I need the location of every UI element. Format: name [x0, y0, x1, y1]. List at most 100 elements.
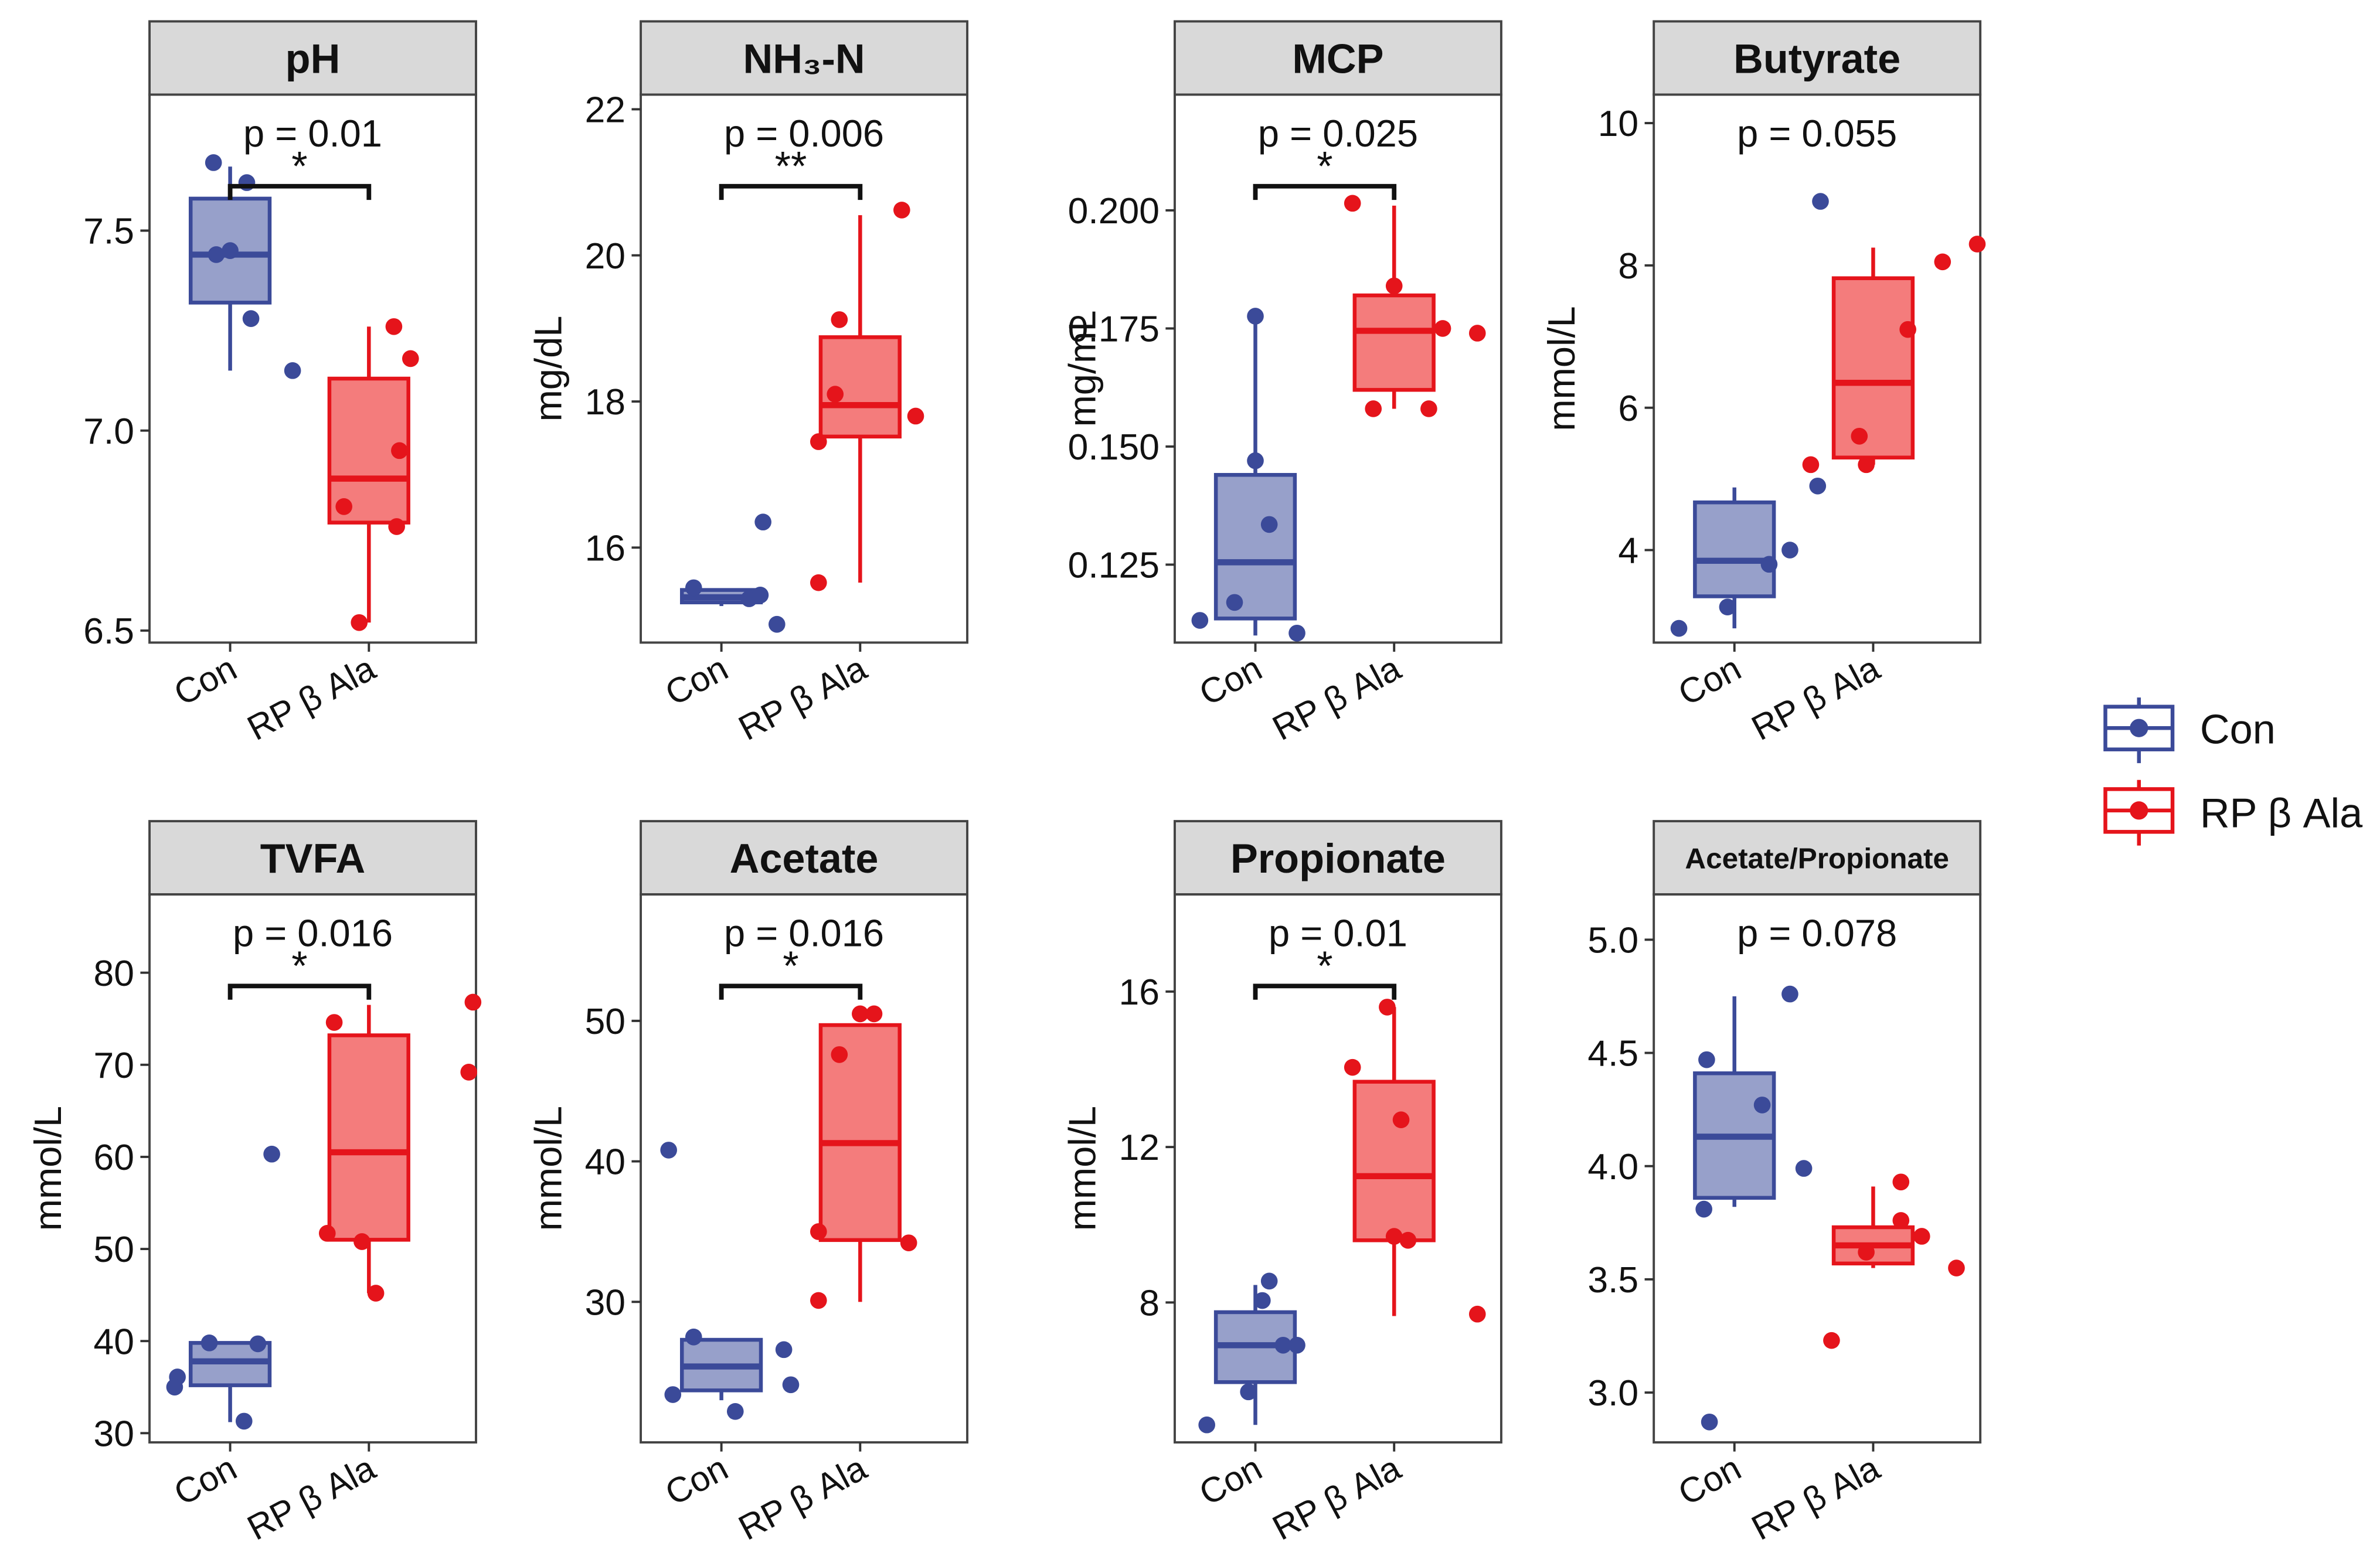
panel-strip: [148, 820, 477, 896]
y-tick-label: 40: [585, 1142, 625, 1183]
data-point: [1468, 1305, 1486, 1323]
box-body: [327, 1033, 410, 1242]
data-point: [660, 1142, 677, 1159]
data-point: [1288, 1336, 1305, 1354]
y-tick-label: 3.5: [1587, 1259, 1638, 1301]
data-point: [1260, 1272, 1278, 1290]
data-point: [685, 579, 702, 597]
data-point: [166, 1378, 183, 1396]
p-value-label: p = 0.01: [243, 112, 382, 155]
data-point: [1434, 320, 1451, 337]
significance-stars: *: [1317, 942, 1332, 989]
significance-stars: *: [291, 942, 307, 989]
data-point: [1260, 516, 1278, 533]
legend-key-con: [2103, 697, 2175, 764]
box-con: [1670, 193, 1829, 637]
data-point: [1781, 985, 1798, 1003]
y-tick-label: 0.175: [1068, 309, 1160, 350]
x-tick-label: RP β Ala: [1266, 1448, 1407, 1547]
panel-strip: [1653, 820, 1982, 896]
data-point: [1698, 1051, 1715, 1068]
data-point: [1934, 253, 1951, 271]
y-tick-label: 4.5: [1587, 1033, 1638, 1074]
panel-strip: [148, 20, 477, 96]
data-point: [1670, 619, 1688, 637]
y-tick-label: 3.0: [1587, 1373, 1638, 1414]
x-tick-label: Con: [168, 648, 243, 713]
data-point: [249, 1335, 267, 1353]
box-rp: [327, 318, 419, 631]
data-point: [200, 1334, 218, 1351]
data-point: [900, 1234, 917, 1251]
data-point: [831, 311, 848, 328]
box-con: [188, 154, 301, 379]
box-rp: [1802, 236, 1986, 474]
data-point: [1695, 1200, 1712, 1218]
p-value-label: p = 0.016: [724, 912, 884, 955]
data-point: [464, 993, 482, 1011]
data-point: [1226, 594, 1243, 611]
data-point: [831, 1046, 848, 1063]
box-con: [166, 1145, 280, 1430]
data-point: [1858, 456, 1875, 474]
y-axis-label: mmol/L: [1540, 306, 1583, 431]
data-point: [1344, 195, 1361, 212]
data-point: [1753, 1097, 1771, 1114]
data-point: [852, 1005, 869, 1023]
y-tick-label: 8: [1139, 1282, 1160, 1323]
data-point: [1809, 477, 1827, 495]
data-point: [235, 1412, 253, 1430]
data-point: [1254, 1292, 1271, 1309]
data-point: [752, 587, 769, 604]
y-tick-label: 8: [1618, 246, 1638, 287]
y-tick-label: 5.0: [1587, 920, 1638, 961]
data-point: [827, 386, 844, 403]
data-point: [460, 1064, 478, 1081]
data-point: [335, 498, 353, 515]
x-tick-label: RP β Ala: [1266, 648, 1407, 748]
data-point: [1274, 1336, 1292, 1354]
data-point: [1385, 1228, 1403, 1245]
data-point: [351, 614, 368, 631]
data-point: [865, 1005, 883, 1023]
data-point: [664, 1386, 682, 1403]
panel-strip: [1174, 20, 1502, 96]
data-point: [1247, 308, 1264, 325]
x-tick-label: RP β Ala: [241, 1448, 382, 1547]
legend: Con RP β Ala: [2103, 697, 2363, 846]
significance-stars: **: [775, 142, 807, 189]
panel-title: pH: [285, 35, 341, 81]
data-point: [1392, 1111, 1410, 1129]
x-tick-label: Con: [168, 1448, 243, 1513]
panel-strip: [1174, 820, 1502, 896]
data-point: [1344, 1058, 1361, 1076]
p-value-label: p = 0.016: [233, 912, 393, 955]
data-point: [754, 513, 771, 531]
x-tick-label: RP β Ala: [1745, 648, 1886, 748]
y-tick-label: 30: [94, 1413, 134, 1454]
data-point: [1781, 542, 1798, 559]
data-point: [1851, 427, 1868, 445]
data-point: [205, 154, 222, 171]
box-con: [1693, 985, 1813, 1431]
x-tick-label: RP β Ala: [241, 648, 382, 748]
data-point: [1892, 1212, 1910, 1229]
box-con: [660, 1142, 800, 1420]
data-point: [208, 246, 225, 263]
data-point: [810, 1223, 827, 1240]
y-tick-label: 60: [94, 1137, 134, 1178]
data-point: [263, 1145, 280, 1163]
y-tick-label: 12: [1118, 1127, 1159, 1168]
y-axis-label: mmol/L: [527, 1106, 570, 1231]
data-point: [1892, 1173, 1910, 1191]
panel-title: TVFA: [260, 835, 366, 881]
box-body: [1352, 293, 1436, 392]
x-tick-label: Con: [1193, 648, 1268, 713]
significance-bracket: [1253, 183, 1397, 200]
data-point: [768, 615, 786, 633]
panel-title: NH₃-N: [743, 35, 865, 81]
